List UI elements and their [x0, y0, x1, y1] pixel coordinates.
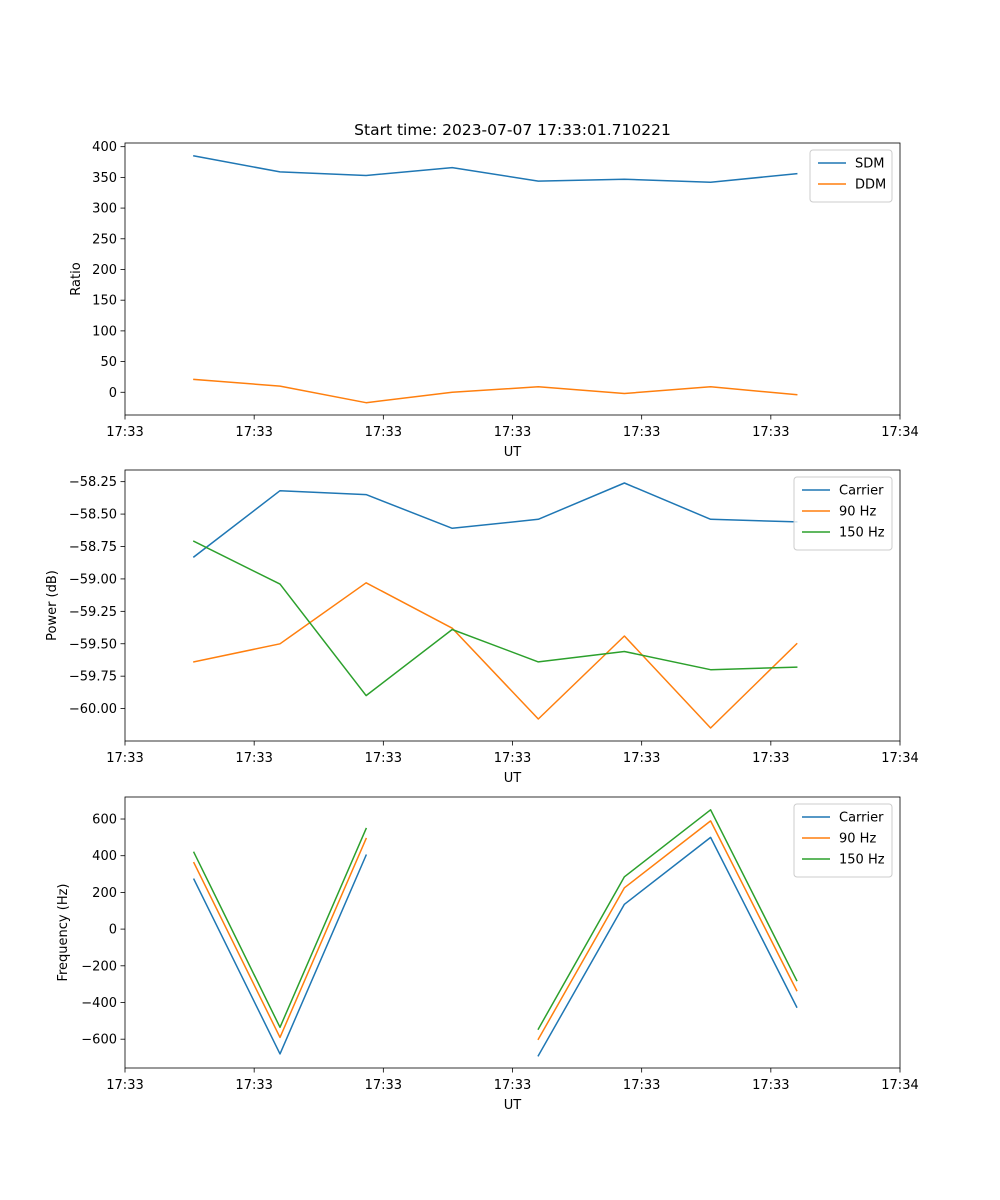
chart-ratio: Start time: 2023-07-07 17:33:01.710221 17… — [69, 121, 919, 460]
y-tick-label: −400 — [81, 996, 117, 1011]
x-tick-label: 17:34 — [881, 1078, 918, 1093]
chart-title: Start time: 2023-07-07 17:33:01.710221 — [354, 121, 671, 139]
legend-label: 90 Hz — [839, 832, 876, 847]
series-line-150-hz — [192, 540, 798, 697]
chart-frequency: 17:33 17:33 17:33 17:33 17:33 17:33 17:34 UT −60… — [56, 796, 919, 1113]
x-tick-label: 17:33 — [752, 1078, 789, 1093]
y-tick-label: 50 — [100, 355, 117, 370]
y-tick-label: 300 — [92, 202, 117, 217]
x-tick-label: 17:33 — [494, 425, 531, 440]
x-tick-label: 17:33 — [106, 1078, 143, 1093]
x-tick-label: 17:33 — [494, 1078, 531, 1093]
legend-label: SDM — [855, 157, 884, 172]
legend-label: 150 Hz — [839, 853, 885, 868]
y-tick-label: 350 — [92, 171, 117, 186]
x-axis-label: UT — [504, 1098, 522, 1113]
y-tick-label: −59.50 — [69, 637, 117, 652]
series-line-150-hz — [537, 809, 798, 1031]
series-line-90-hz — [537, 820, 798, 1041]
y-tick-label: 0 — [109, 386, 117, 401]
y-tick-label: 400 — [92, 849, 117, 864]
legend-label: Carrier — [839, 484, 884, 499]
series-line-ddm — [193, 378, 798, 404]
y-tick-label: −600 — [81, 1033, 117, 1048]
x-tick-label: 17:33 — [365, 425, 402, 440]
y-tick-label: 200 — [92, 263, 117, 278]
y-tick-label: −60.00 — [69, 702, 117, 717]
series-line-sdm — [193, 155, 798, 184]
y-tick-label: 0 — [109, 923, 117, 938]
y-tick-label: 150 — [92, 294, 117, 309]
legend-label: DDM — [855, 178, 886, 193]
y-tick-label: −59.75 — [69, 670, 117, 685]
x-tick-label: 17:33 — [106, 425, 143, 440]
x-tick-label: 17:33 — [235, 751, 272, 766]
series-line-90-hz — [192, 837, 368, 1039]
x-tick-label: 17:33 — [752, 425, 789, 440]
legend: Carrier 90 Hz 150 Hz — [793, 476, 893, 551]
y-tick-label: 600 — [92, 813, 117, 828]
y-tick-label: −200 — [81, 959, 117, 974]
y-tick-label: −58.25 — [69, 475, 117, 490]
x-tick-label: 17:33 — [365, 1078, 402, 1093]
x-tick-label: 17:33 — [235, 1078, 272, 1093]
x-tick-label: 17:33 — [235, 425, 272, 440]
y-tick-label: 250 — [92, 232, 117, 247]
y-tick-label: −58.75 — [69, 540, 117, 555]
x-tick-label: 17:34 — [881, 751, 918, 766]
x-tick-label: 17:33 — [365, 751, 402, 766]
legend-label: 90 Hz — [839, 505, 876, 520]
legend-label: Carrier — [839, 811, 884, 826]
x-axis-label: UT — [504, 445, 522, 460]
y-tick-label: 100 — [92, 324, 117, 339]
x-tick-label: 17:34 — [881, 425, 918, 440]
x-tick-label: 17:33 — [494, 751, 531, 766]
x-tick-label: 17:33 — [106, 751, 143, 766]
x-tick-label: 17:33 — [623, 751, 660, 766]
legend: Carrier 90 Hz 150 Hz — [793, 803, 893, 878]
legend: SDM DDM — [809, 149, 893, 203]
y-tick-label: −59.25 — [69, 605, 117, 620]
y-axis-label: Ratio — [69, 262, 84, 295]
y-tick-label: 200 — [92, 886, 117, 901]
series-line-carrier — [537, 836, 798, 1057]
series-line-carrier — [192, 854, 368, 1055]
series-line-150-hz — [192, 827, 368, 1029]
legend-label: 150 Hz — [839, 526, 885, 541]
x-tick-label: 17:33 — [752, 751, 789, 766]
x-axis-label: UT — [504, 771, 522, 786]
series-line-carrier — [192, 482, 798, 558]
x-tick-label: 17:33 — [623, 425, 660, 440]
chart-power: 17:33 17:33 17:33 17:33 17:33 17:33 17:34 UT −60… — [45, 469, 919, 786]
y-axis-label: Power (dB) — [45, 570, 60, 641]
y-tick-label: 400 — [92, 140, 117, 155]
y-axis-label: Frequency (Hz) — [56, 883, 71, 981]
series-line-90-hz — [193, 582, 798, 729]
y-tick-label: −58.50 — [69, 508, 117, 523]
y-tick-label: −59.00 — [69, 572, 117, 587]
x-tick-label: 17:33 — [623, 1078, 660, 1093]
